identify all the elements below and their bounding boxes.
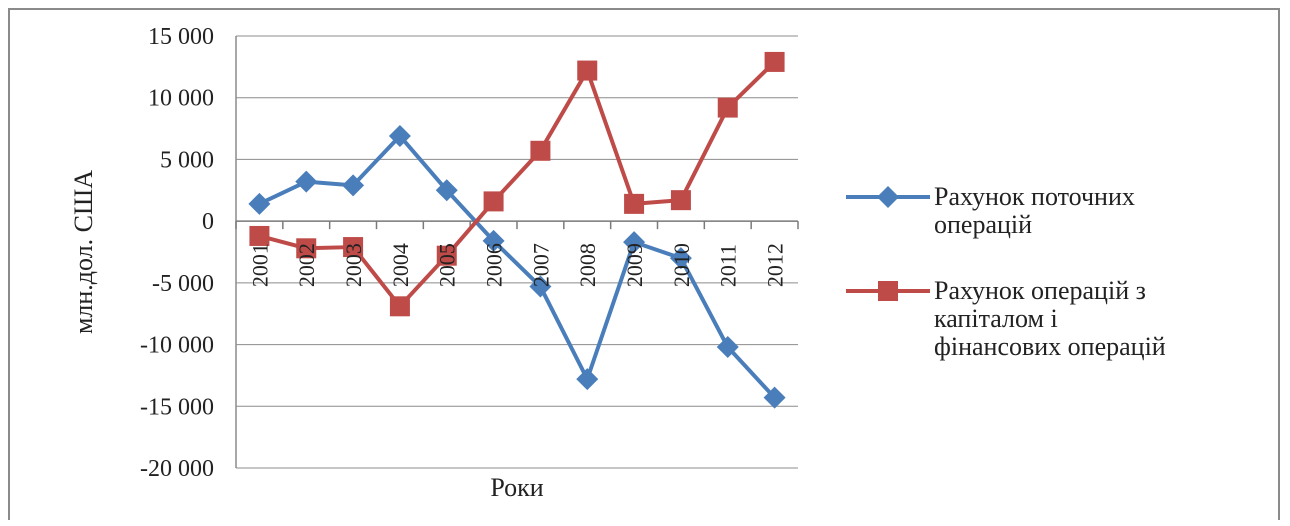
legend-item-2: Рахунок операцій з капіталом і фінансових … bbox=[846, 276, 1166, 361]
y-tick-label: -10 000 bbox=[140, 333, 214, 359]
legend-item-1: Рахунок поточних операцій bbox=[846, 182, 1135, 239]
data-point bbox=[670, 190, 691, 211]
axes bbox=[235, 36, 799, 468]
y-tick-label: -20 000 bbox=[140, 456, 214, 482]
y-tick-label: 0 bbox=[202, 209, 214, 235]
x-tick-label: 2004 bbox=[388, 243, 413, 287]
legend-marker bbox=[878, 281, 898, 301]
y-axis-ticks: 15 000 10 000 5 000 0 -5 000 -10 000 -15 000 -2… bbox=[140, 24, 214, 482]
data-point bbox=[669, 247, 692, 270]
data-point bbox=[624, 193, 645, 214]
y-tick-label: -15 000 bbox=[140, 394, 214, 420]
x-tick-label: 2009 bbox=[622, 243, 647, 287]
x-tick-label: 2002 bbox=[294, 243, 319, 287]
data-point bbox=[529, 275, 552, 298]
series-2 bbox=[249, 51, 785, 317]
x-axis-title: Роки bbox=[490, 473, 543, 502]
data-point bbox=[763, 386, 786, 409]
series-group bbox=[248, 51, 786, 409]
data-point bbox=[295, 170, 318, 193]
x-axis-ticks: 2001 2002 2003 2004 2005 2006 2007 2008 2009 2010… bbox=[247, 243, 787, 287]
data-point bbox=[343, 237, 364, 258]
data-point bbox=[296, 238, 317, 259]
x-tick-label: 2005 bbox=[435, 243, 460, 287]
data-point bbox=[389, 296, 410, 317]
x-tick-label: 2001 bbox=[247, 243, 272, 287]
chart-frame bbox=[8, 8, 1280, 520]
legend: Рахунок поточних операцій Рахунок операцій… bbox=[846, 182, 1166, 361]
data-point bbox=[623, 231, 646, 254]
data-point bbox=[716, 336, 739, 359]
data-point bbox=[577, 60, 598, 81]
x-tick-label: 2008 bbox=[575, 243, 600, 287]
gridlines bbox=[236, 35, 798, 469]
y-tick-label: 5 000 bbox=[160, 147, 214, 173]
x-tick-label: 2010 bbox=[669, 243, 694, 287]
y-tick-label: 15 000 bbox=[148, 24, 214, 50]
legend-label: Рахунок операцій з капіталом і фінансових … bbox=[934, 276, 1166, 361]
legend-marker bbox=[877, 186, 899, 208]
x-tick-label: 2006 bbox=[482, 243, 507, 287]
data-point bbox=[388, 124, 411, 147]
data-point bbox=[436, 245, 457, 266]
y-axis-title: млн.дол. США bbox=[69, 170, 98, 334]
data-point bbox=[249, 225, 270, 246]
data-point bbox=[717, 97, 738, 118]
x-tick-label: 2003 bbox=[341, 243, 366, 287]
data-point bbox=[482, 229, 505, 252]
data-point bbox=[764, 51, 785, 72]
data-point bbox=[435, 179, 458, 202]
data-point bbox=[483, 191, 504, 212]
x-tick-label: 2012 bbox=[763, 243, 788, 287]
x-tick-label: 2007 bbox=[528, 243, 553, 287]
data-point bbox=[342, 174, 365, 197]
data-point bbox=[530, 140, 551, 161]
data-point bbox=[248, 192, 271, 215]
y-tick-label: 10 000 bbox=[148, 86, 214, 112]
series-1 bbox=[248, 124, 786, 409]
y-tick-label: -5 000 bbox=[152, 271, 214, 297]
legend-label: Рахунок поточних операцій bbox=[934, 182, 1135, 239]
x-tick-label: 2011 bbox=[716, 244, 741, 287]
data-point bbox=[576, 368, 599, 391]
